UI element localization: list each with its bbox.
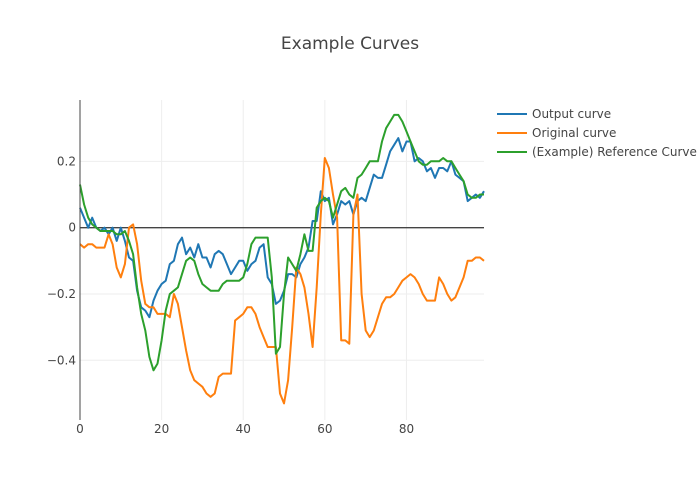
x-tick-label: 60 — [317, 422, 332, 436]
y-axis-tick-labels: −0.4 −0.2 0 0.2 — [47, 154, 76, 367]
series-line-2 — [79, 113, 484, 372]
chart-title: Example Curves — [281, 34, 419, 54]
y-tick-label: −0.2 — [47, 287, 76, 301]
x-tick-label: 20 — [154, 422, 169, 436]
series-lines — [79, 113, 485, 405]
legend-label-2: (Example) Reference Curve — [532, 145, 697, 159]
y-tick-label: 0.2 — [57, 154, 76, 168]
x-axis-tick-labels: 0 20 40 60 80 — [76, 422, 414, 436]
x-tick-label: 80 — [399, 422, 414, 436]
y-tick-label: −0.4 — [47, 353, 76, 367]
x-tick-label: 40 — [236, 422, 251, 436]
y-tick-label: 0 — [68, 221, 76, 235]
x-tick-label: 0 — [76, 422, 84, 436]
legend-label-1: Original curve — [532, 126, 616, 140]
series-line-0 — [79, 137, 485, 319]
series-line-1 — [79, 157, 485, 405]
legend[interactable]: Output curve Original curve (Example) Refe… — [497, 107, 697, 159]
legend-label-0: Output curve — [532, 107, 611, 121]
